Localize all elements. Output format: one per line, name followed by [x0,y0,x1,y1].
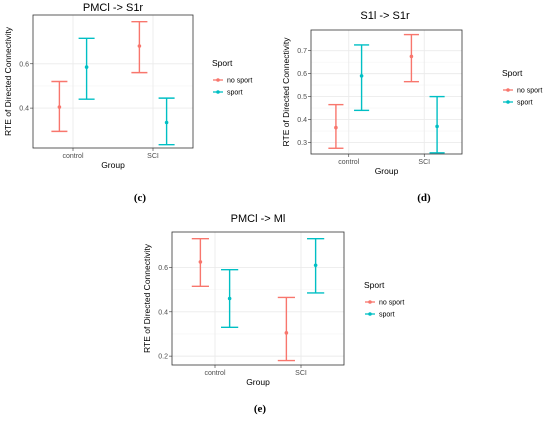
y-tick-label: 0.6 [158,265,168,272]
legend-key-point [368,312,372,316]
mean-point [164,120,169,125]
mean-point [359,74,364,78]
errorbar-no-sport-SCI [277,296,295,362]
x-axis-label: Group [246,377,270,387]
legend-item-sport: sport [213,90,243,97]
figure-caption: (d) [417,192,431,204]
y-tick-label: 0.6 [19,61,29,68]
x-tick-label: SCI [147,153,159,160]
errorbar-sport-control [354,44,370,112]
y-axis-label: RTE of Directed Connectivity [281,37,291,147]
x-tick-label: control [204,370,225,377]
mean-point [435,124,439,129]
legend-label: sport [227,90,243,97]
plot-border [32,14,194,149]
errorbar-no-sport-control [328,103,344,149]
legend-key-point [506,88,510,92]
mean-point [313,263,318,268]
legend-item-sport: sport [365,312,395,319]
mean-point [227,296,232,301]
chart-title: PMCl -> S1r [83,2,144,14]
plot-border [171,231,345,366]
errorbar-sport-control [221,268,239,329]
errorbar-sport-SCI [307,237,325,294]
x-tick-label: SCI [295,370,307,377]
y-tick-label: 0.4 [297,117,307,124]
legend: Sport no sport sport [212,58,252,97]
y-tick-label: 0.7 [297,48,307,55]
legend-key-point [368,300,372,304]
errorbar-sport-SCI [158,97,175,146]
legend-key-point [216,90,220,94]
errorbar-sport-control [78,37,95,100]
legend-label: no sport [227,78,252,85]
y-tick-label: 0.5 [297,94,307,101]
plot-area [311,30,462,154]
x-axis-label: Group [101,160,125,170]
mean-point [198,260,203,264]
errorbar-sport-SCI [429,95,445,154]
errorbar-no-sport-SCI [403,33,419,83]
figure-caption: (c) [134,192,147,204]
mean-point [284,331,289,335]
legend-label: no sport [379,300,404,307]
legend-item-sport: sport [503,100,533,107]
panel-2: PMCl -> Ml 0.2 0.4 0.6 control SCI Group RTE of… [142,213,404,415]
mean-point [57,105,62,109]
legend: Sport no sport sport [364,280,404,319]
x-tick-label: control [338,159,359,166]
legend-item-no-sport: no sport [503,88,542,95]
plot-area [172,232,344,365]
y-tick-label: 0.6 [297,71,307,78]
legend: Sport no sport sport [502,68,542,107]
legend-title: Sport [212,58,233,68]
errorbar-no-sport-control [51,80,68,133]
legend-key-point [506,100,510,104]
legend-label: sport [379,312,395,319]
plot-border [310,29,463,155]
panel-1: S1l -> S1r 0.3 0.4 0.5 0.6 0.7 control SCI Group… [281,10,542,204]
mean-point [84,65,89,69]
panel-0: PMCl -> S1r 0.4 0.6 control SCI Group RTE of D… [3,2,252,204]
legend-label: no sport [517,88,542,95]
legend-title: Sport [502,68,523,78]
x-axis-label: Group [375,166,399,176]
legend-item-no-sport: no sport [365,300,404,307]
x-tick-label: control [62,153,83,160]
y-axis-label: RTE of Directed Connectivity [3,26,13,136]
errorbar-no-sport-SCI [131,20,148,74]
y-tick-label: 0.4 [19,106,29,113]
chart-title: PMCl -> Ml [231,213,286,225]
y-tick-label: 0.3 [297,140,307,147]
y-axis-label: RTE of Directed Connectivity [142,243,152,353]
legend-item-no-sport: no sport [213,78,252,85]
legend-title: Sport [364,280,385,290]
mean-point [334,125,338,130]
figure-caption: (e) [254,403,267,415]
y-tick-label: 0.2 [158,354,168,361]
x-tick-label: SCI [418,159,430,166]
mean-point [137,44,142,48]
errorbar-no-sport-control [191,237,209,288]
mean-point [409,54,414,59]
legend-key-point [216,78,220,82]
y-tick-label: 0.4 [158,309,168,316]
legend-label: sport [517,100,533,107]
chart-title: S1l -> S1r [360,10,410,22]
